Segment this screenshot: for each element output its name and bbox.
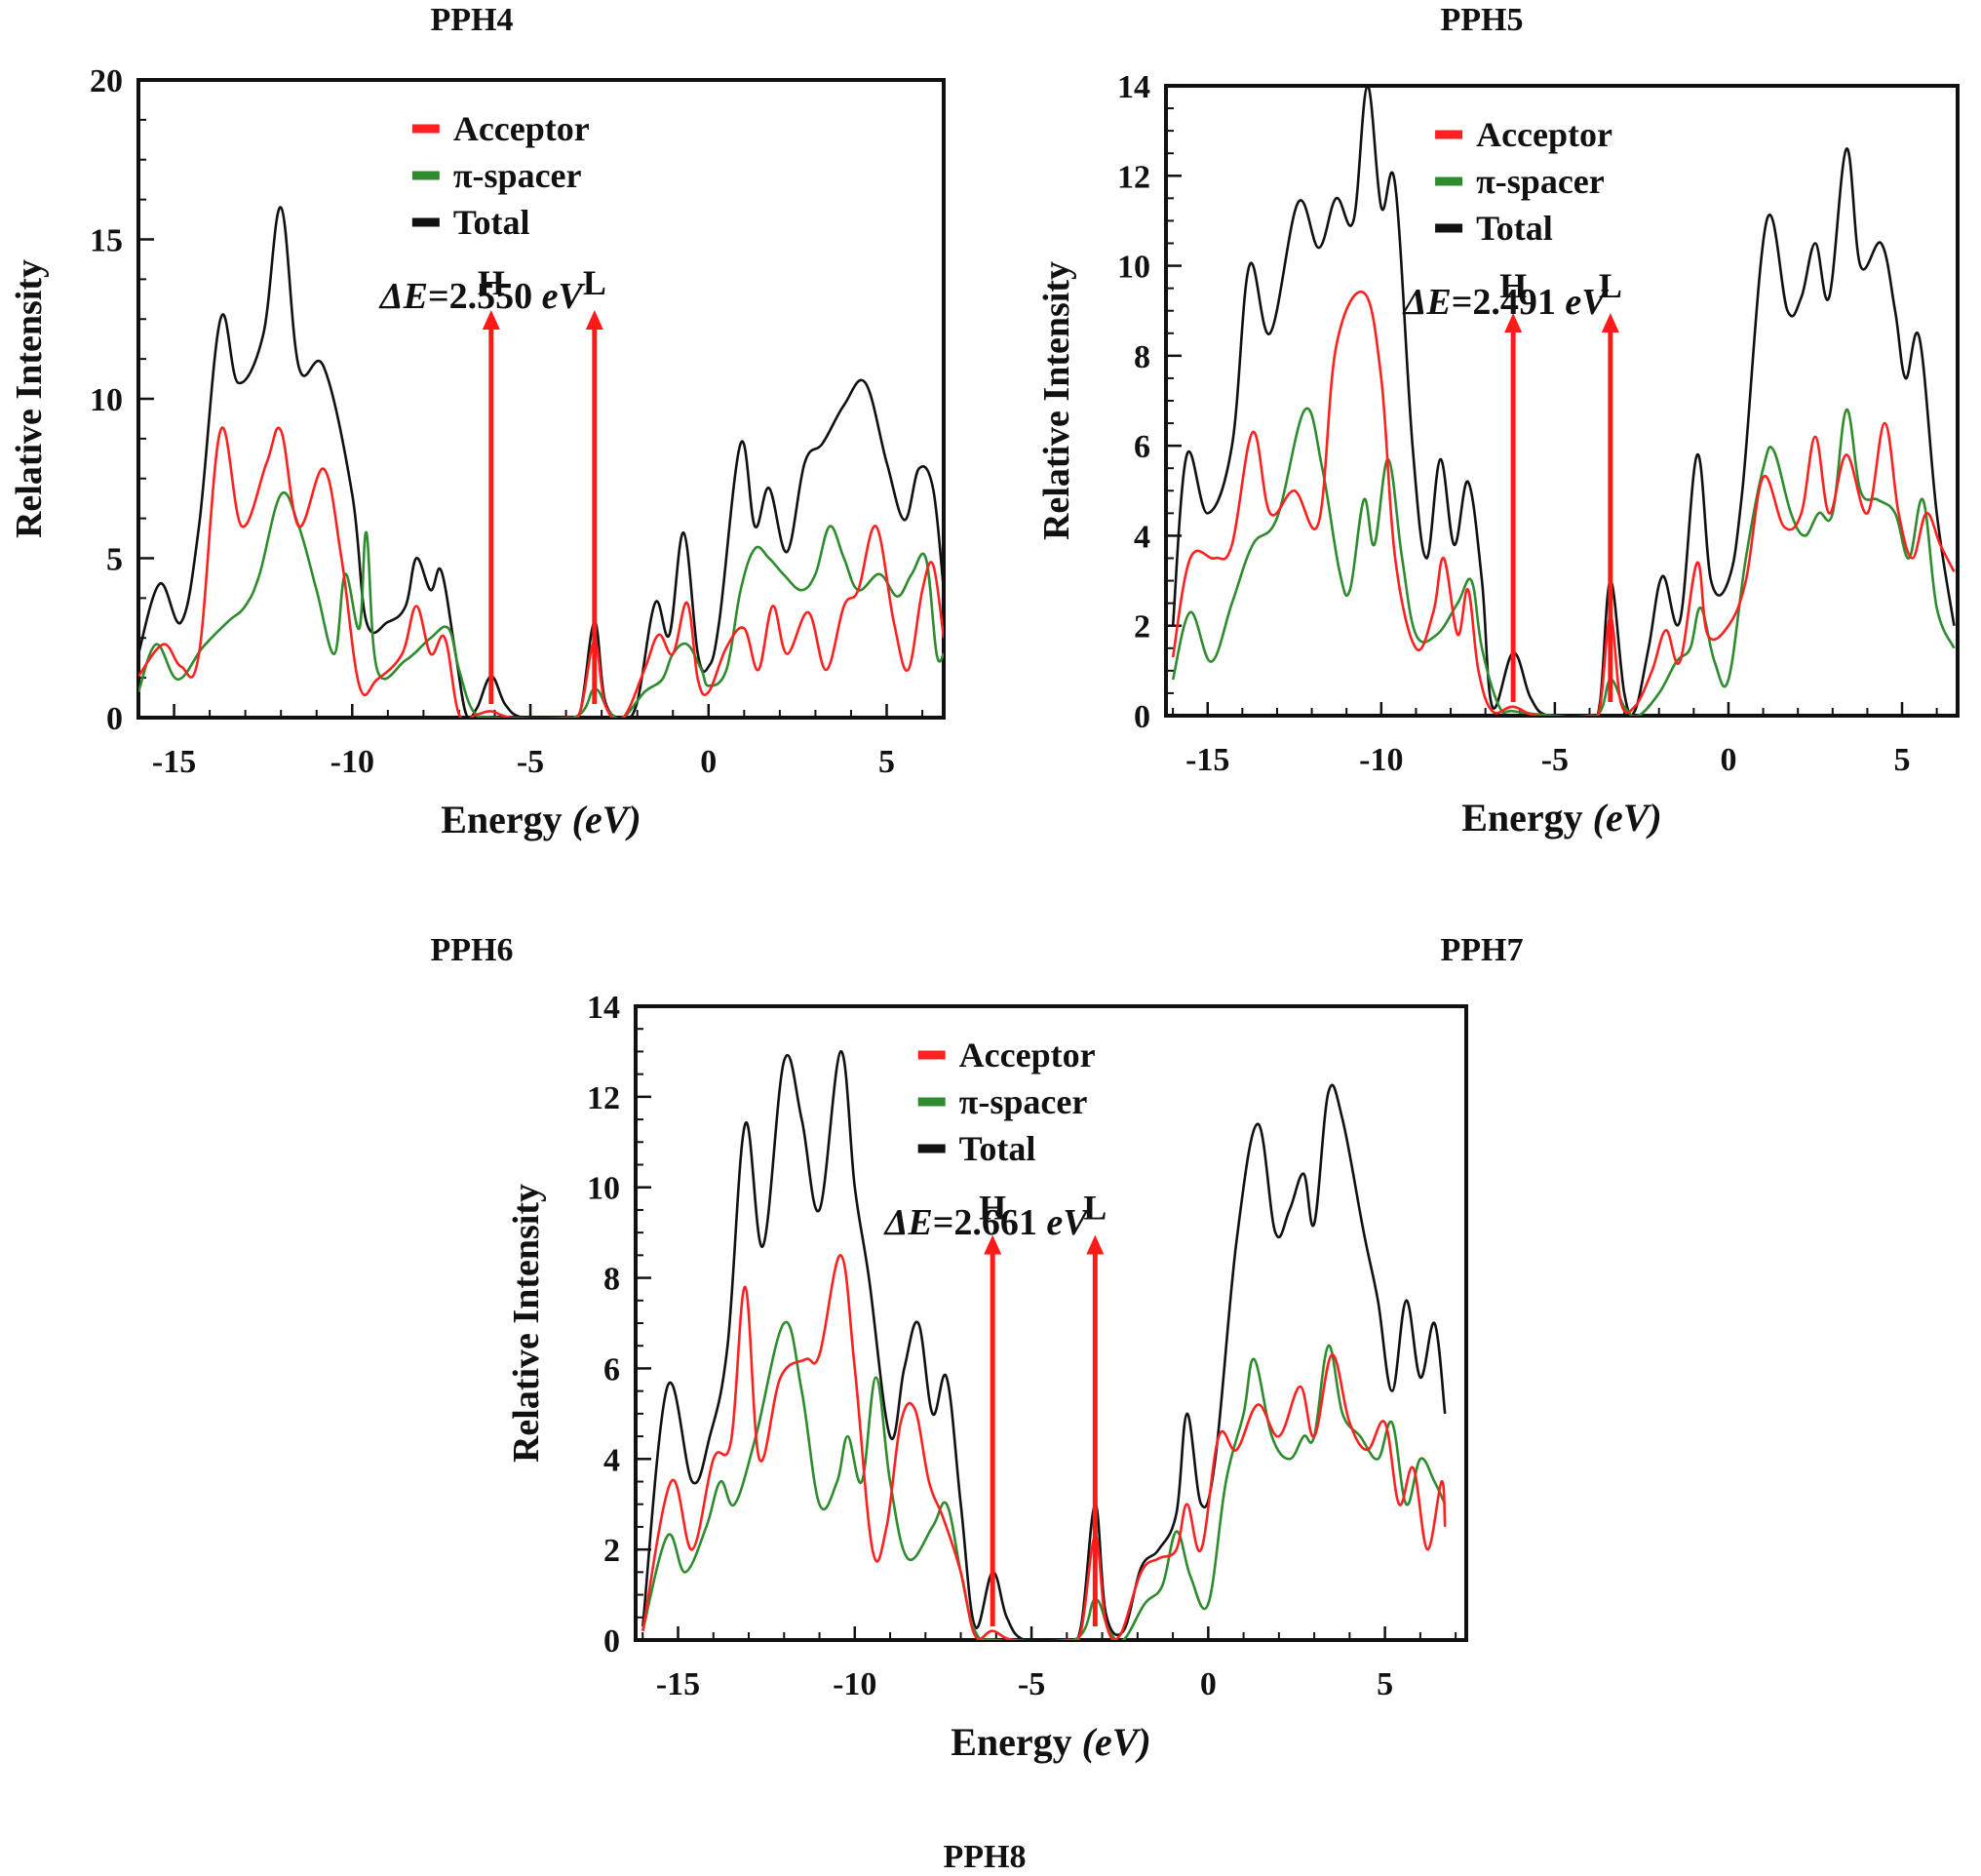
y-tick-label: 14: [587, 990, 620, 1026]
y-tick-label: 2: [1134, 609, 1150, 645]
legend-label: π-spacer: [1476, 162, 1605, 201]
panel-title-pph5: PPH5: [1440, 2, 1524, 38]
dos-chart-pph8: 0 2 4 6 8 10 12 14 -15 -10 -5 0 5 Relative Intensity E…: [506, 990, 1468, 1764]
x-tick-label: 0: [700, 744, 717, 780]
legend-label: Total: [1476, 209, 1553, 248]
y-tick-label: 5: [106, 542, 123, 578]
x-tick-label: 0: [1200, 1666, 1217, 1702]
homo-label: H: [478, 263, 505, 302]
legend-label: Total: [453, 203, 530, 242]
x-tick-label: -5: [517, 744, 544, 780]
x-tick-label: 5: [1894, 742, 1911, 778]
y-tick-label: 0: [106, 701, 123, 737]
y-axis-label: Relative Intensity: [1036, 261, 1077, 540]
lumo-arrow-head: [1601, 313, 1619, 333]
x-tick-label: 5: [1377, 1666, 1393, 1702]
x-tick-label: -10: [1359, 742, 1403, 778]
series-line-total: [1171, 86, 1956, 716]
y-tick-label: 6: [603, 1351, 620, 1387]
panel-title-pph8: PPH8: [943, 1839, 1027, 1875]
gap-annotation: ΔE=2.550 eV: [378, 276, 586, 317]
y-tick-label: 8: [603, 1262, 620, 1298]
x-axis-label: Energy (eV): [441, 798, 641, 841]
legend-label: Total: [959, 1129, 1036, 1168]
x-axis-label: Energy (eV): [951, 1720, 1151, 1764]
y-tick-label: 15: [90, 223, 123, 259]
lumo-label: L: [1599, 266, 1622, 305]
lumo-arrow-head: [1086, 1234, 1105, 1255]
y-tick-label: 10: [1117, 250, 1150, 286]
y-tick-label: 10: [90, 382, 123, 418]
legend-label: Acceptor: [453, 109, 590, 148]
plot-frame: [634, 1004, 1468, 1642]
y-axis-label: Relative Intensity: [9, 259, 50, 538]
y-tick-label: 10: [587, 1171, 620, 1207]
y-tick-label: 0: [1134, 699, 1150, 735]
series-line-total: [138, 206, 944, 718]
dos-chart-pph5: 0 2 4 6 8 10 12 14 -15 -10 -5 0 5 Relative Intensity E…: [1036, 69, 1960, 840]
homo-arrow-head: [482, 309, 500, 330]
y-tick-label: 12: [587, 1080, 620, 1116]
gap-annotation: ΔE=2.491 eV: [1402, 282, 1610, 323]
x-axis-label-main: Energy: [951, 1720, 1081, 1764]
y-tick-label: 4: [603, 1442, 620, 1478]
x-tick-label: 0: [1720, 742, 1736, 778]
legend-label: π-spacer: [959, 1082, 1088, 1121]
y-tick-label: 4: [1134, 519, 1150, 555]
y-tick-label: 12: [1117, 159, 1150, 195]
x-tick-label: -10: [833, 1666, 876, 1702]
panel-title-pph4: PPH4: [430, 2, 514, 38]
plot-frame: [136, 78, 946, 720]
y-tick-label: 20: [90, 63, 123, 99]
gap-annotation: ΔE=2.661 eV: [883, 1202, 1091, 1243]
x-tick-label: -15: [656, 1666, 700, 1702]
x-tick-label: -5: [1018, 1666, 1045, 1702]
y-tick-label: 8: [1134, 339, 1150, 375]
series-line-acceptor: [641, 1254, 1447, 1640]
legend-label: Acceptor: [959, 1036, 1096, 1075]
lumo-label: L: [1083, 1189, 1107, 1228]
y-tick-label: 14: [1117, 69, 1150, 105]
x-axis-label-unit: (eV): [1593, 796, 1662, 840]
homo-arrow-head: [984, 1234, 1002, 1255]
lumo-label: L: [583, 263, 606, 302]
panel-title-pph7: PPH7: [1440, 932, 1524, 968]
lumo-arrow-head: [585, 309, 603, 330]
dos-chart-pph4: 0 5 10 15 20 -15 -10 -5 0 5 Relative Intensity Ener…: [9, 63, 946, 841]
x-tick-label: 5: [878, 744, 895, 780]
homo-label: H: [1499, 266, 1527, 305]
series-group: [138, 206, 944, 718]
x-tick-label: -15: [152, 744, 196, 780]
x-tick-label: -10: [330, 744, 374, 780]
x-tick-label: -5: [1541, 742, 1569, 778]
x-axis-label-unit: (eV): [1082, 1720, 1151, 1764]
y-tick-label: 6: [1134, 429, 1150, 465]
x-axis-label: Energy (eV): [1461, 796, 1662, 840]
y-axis-label: Relative Intensity: [506, 1184, 547, 1463]
y-tick-label: 0: [603, 1623, 620, 1660]
homo-label: H: [979, 1189, 1006, 1228]
series-line-total: [641, 1050, 1447, 1640]
x-axis-label-unit: (eV): [572, 798, 641, 841]
x-tick-label: -15: [1185, 742, 1229, 778]
panel-title-pph6: PPH6: [430, 932, 514, 968]
x-axis-label-main: Energy: [441, 798, 571, 841]
x-axis-label-main: Energy: [1461, 796, 1592, 840]
y-tick-label: 2: [603, 1533, 620, 1569]
legend-label: π-spacer: [453, 156, 582, 195]
homo-arrow-head: [1504, 313, 1523, 333]
legend-label: Acceptor: [1476, 115, 1612, 154]
series-line-acceptor: [138, 426, 944, 718]
series-line-acceptor: [1171, 290, 1956, 716]
